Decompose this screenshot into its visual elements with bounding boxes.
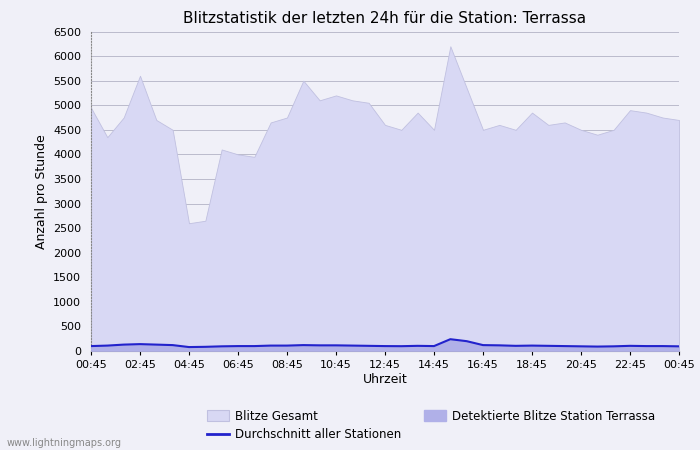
Title: Blitzstatistik der letzten 24h für die Station: Terrassa: Blitzstatistik der letzten 24h für die S… [183, 11, 587, 26]
Legend: Blitze Gesamt, Durchschnitt aller Stationen, Detektierte Blitze Station Terrassa: Blitze Gesamt, Durchschnitt aller Statio… [203, 405, 659, 446]
Text: www.lightningmaps.org: www.lightningmaps.org [7, 438, 122, 448]
Y-axis label: Anzahl pro Stunde: Anzahl pro Stunde [34, 134, 48, 248]
X-axis label: Uhrzeit: Uhrzeit [363, 373, 407, 386]
